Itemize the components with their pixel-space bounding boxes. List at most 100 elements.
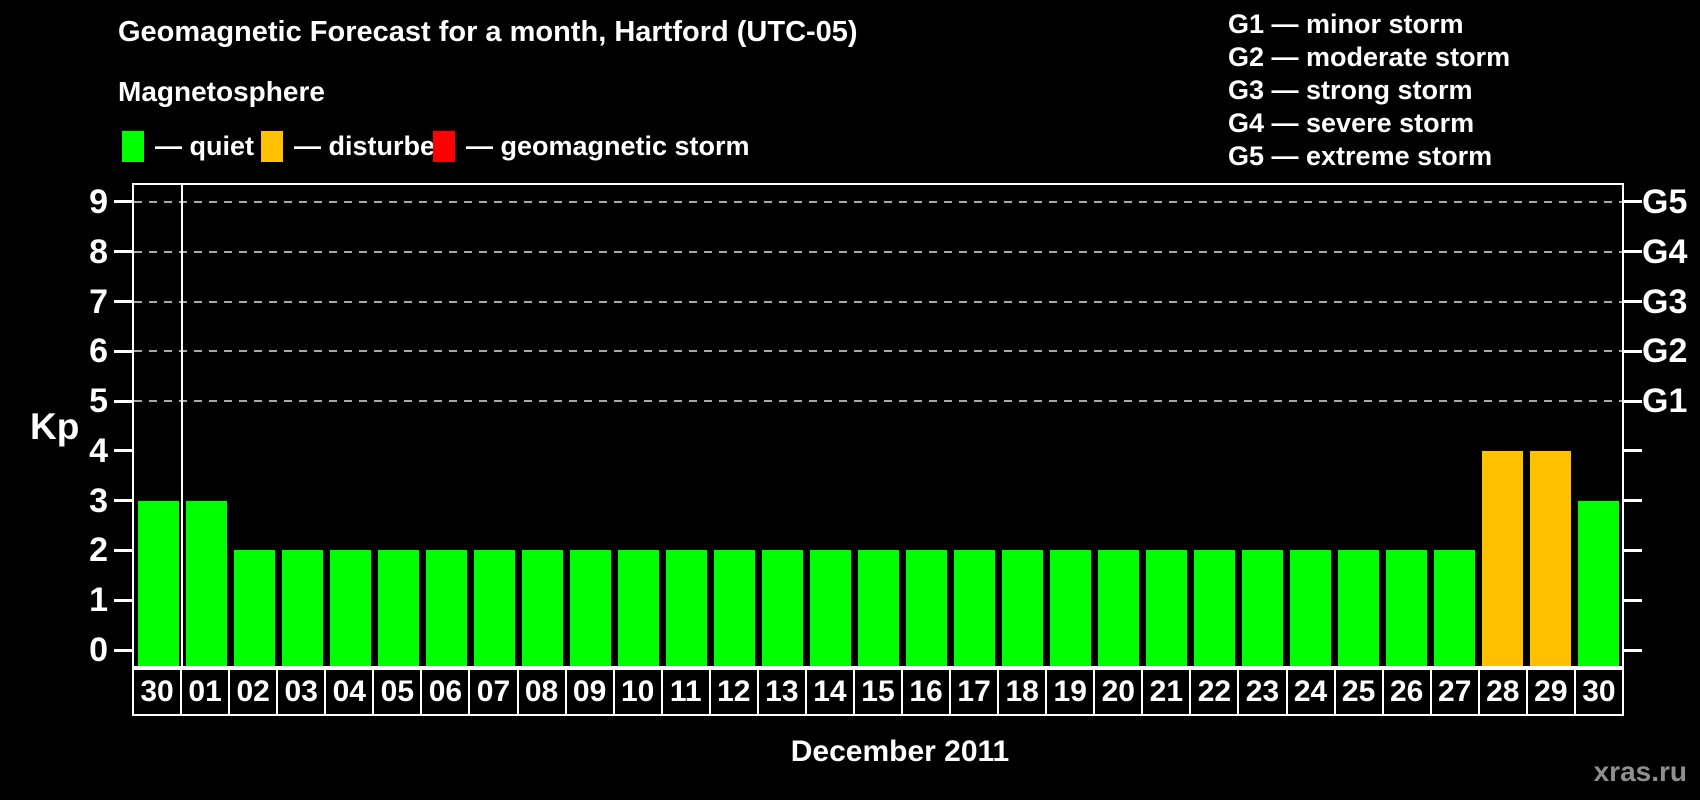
y-axis-title: Kp xyxy=(30,406,80,447)
legend-item-geomagnetic-storm: — geomagnetic storm xyxy=(433,131,750,162)
kp-bar xyxy=(1578,501,1619,666)
y-axis-tick-label: 9 xyxy=(89,183,108,221)
right-axis-tick xyxy=(1624,300,1642,303)
right-axis-tick xyxy=(1624,549,1642,552)
kp-bar xyxy=(186,501,227,666)
y-axis-tick xyxy=(114,449,132,452)
x-axis-day-cell: 26 xyxy=(1381,668,1432,716)
kp-bar xyxy=(522,550,563,666)
y-axis-tick-label: 0 xyxy=(89,631,108,669)
watermark: xras.ru xyxy=(1593,756,1687,787)
kp-bar xyxy=(618,550,659,666)
kp-bar xyxy=(1194,550,1235,666)
kp-bar xyxy=(714,550,755,666)
kp-bar xyxy=(810,550,851,666)
x-axis-day-cell: 28 xyxy=(1477,668,1528,716)
x-axis-day-cell: 24 xyxy=(1285,668,1336,716)
kp-gridline xyxy=(134,400,1622,402)
x-axis-title: December 2011 xyxy=(790,735,1010,768)
kp-bar xyxy=(1386,550,1427,666)
magnetosphere-legend-heading: Magnetosphere xyxy=(118,76,325,107)
legend-item-label: — quiet xyxy=(155,131,254,161)
kp-bar xyxy=(378,550,419,666)
month-separator-line xyxy=(181,185,183,666)
x-axis-day-cell: 30 xyxy=(132,668,183,716)
kp-bar xyxy=(762,550,803,666)
x-axis-day-cell: 19 xyxy=(1045,668,1096,716)
legend-item-label: — geomagnetic storm xyxy=(466,131,750,161)
kp-bar xyxy=(1530,451,1571,666)
x-axis-day-cell: 02 xyxy=(228,668,279,716)
right-axis-tick xyxy=(1624,250,1642,253)
x-axis-day-cell: 05 xyxy=(372,668,423,716)
y-axis-tick xyxy=(114,200,132,203)
kp-bar xyxy=(1146,550,1187,666)
kp-bar xyxy=(858,550,899,666)
x-axis-day-cell: 03 xyxy=(276,668,327,716)
kp-bar xyxy=(954,550,995,666)
y-axis-tick xyxy=(114,250,132,253)
x-axis-day-cell: 22 xyxy=(1189,668,1240,716)
kp-bar xyxy=(666,550,707,666)
plot-area xyxy=(132,183,1624,668)
storm-scale-line-g3: G3 — strong storm xyxy=(1228,75,1473,105)
x-axis-day-cell: 01 xyxy=(180,668,231,716)
y-axis-tick xyxy=(114,649,132,652)
right-axis-label: G3 xyxy=(1642,283,1688,321)
right-axis-tick xyxy=(1624,200,1642,203)
x-axis-day-cell: 07 xyxy=(468,668,519,716)
x-axis-day-cell: 10 xyxy=(612,668,663,716)
kp-gridline xyxy=(134,301,1622,303)
x-axis-day-labels: 30 01 02 03 04 05 06 07 08 09 10 11 12 13 14 15 16 17 18 19… xyxy=(132,668,1624,716)
kp-bar xyxy=(474,550,515,666)
x-axis-day-cell: 21 xyxy=(1141,668,1192,716)
kp-bar xyxy=(330,550,371,666)
y-axis-tick-label: 2 xyxy=(89,531,108,569)
x-axis-day-cell: 06 xyxy=(420,668,471,716)
kp-bar xyxy=(282,550,323,666)
kp-bar xyxy=(1098,550,1139,666)
quiet-color-swatch xyxy=(122,131,144,162)
right-axis-tick xyxy=(1624,400,1642,403)
x-axis-day-cell: 15 xyxy=(852,668,903,716)
kp-gridline xyxy=(134,350,1622,352)
legend-item-label: — disturbed xyxy=(294,131,452,161)
y-axis-tick xyxy=(114,350,132,353)
kp-gridline xyxy=(134,251,1622,253)
x-axis-day-cell: 27 xyxy=(1429,668,1480,716)
kp-bar xyxy=(426,550,467,666)
y-axis-tick-label: 8 xyxy=(89,233,108,271)
kp-bar xyxy=(906,550,947,666)
right-axis-tick xyxy=(1624,499,1642,502)
x-axis-day-cell: 18 xyxy=(997,668,1048,716)
y-axis-tick-label: 6 xyxy=(89,332,108,370)
kp-bar xyxy=(570,550,611,666)
disturbed-color-swatch xyxy=(261,131,283,162)
right-axis-label: G5 xyxy=(1642,183,1688,221)
y-axis-tick-label: 7 xyxy=(89,283,108,321)
x-axis-day-cell: 14 xyxy=(804,668,855,716)
right-axis-tick xyxy=(1624,350,1642,353)
kp-bar xyxy=(1434,550,1475,666)
y-axis-tick-label: 3 xyxy=(89,482,108,520)
y-axis-tick-label: 1 xyxy=(89,581,108,619)
y-axis-tick xyxy=(114,549,132,552)
kp-bar xyxy=(138,501,179,666)
x-axis-day-cell: 16 xyxy=(901,668,952,716)
x-axis-day-cell: 25 xyxy=(1333,668,1384,716)
right-axis-tick xyxy=(1624,449,1642,452)
storm-scale-line-g1: G1 — minor storm xyxy=(1228,9,1464,39)
x-axis-day-cell: 04 xyxy=(324,668,375,716)
kp-bar xyxy=(1338,550,1379,666)
storm-scale-legend: G1 — minor storm G2 — moderate storm G3 … xyxy=(1228,8,1510,173)
x-axis-day-cell: 17 xyxy=(949,668,1000,716)
kp-gridline xyxy=(134,201,1622,203)
x-axis-day-cell: 11 xyxy=(660,668,711,716)
storm-scale-line-g4: G4 — severe storm xyxy=(1228,108,1475,138)
x-axis-day-cell: 09 xyxy=(564,668,615,716)
storm-scale-line-g2: G2 — moderate storm xyxy=(1228,42,1511,72)
x-axis-day-cell: 12 xyxy=(708,668,759,716)
y-axis-tick xyxy=(114,400,132,403)
right-axis-tick xyxy=(1624,649,1642,652)
